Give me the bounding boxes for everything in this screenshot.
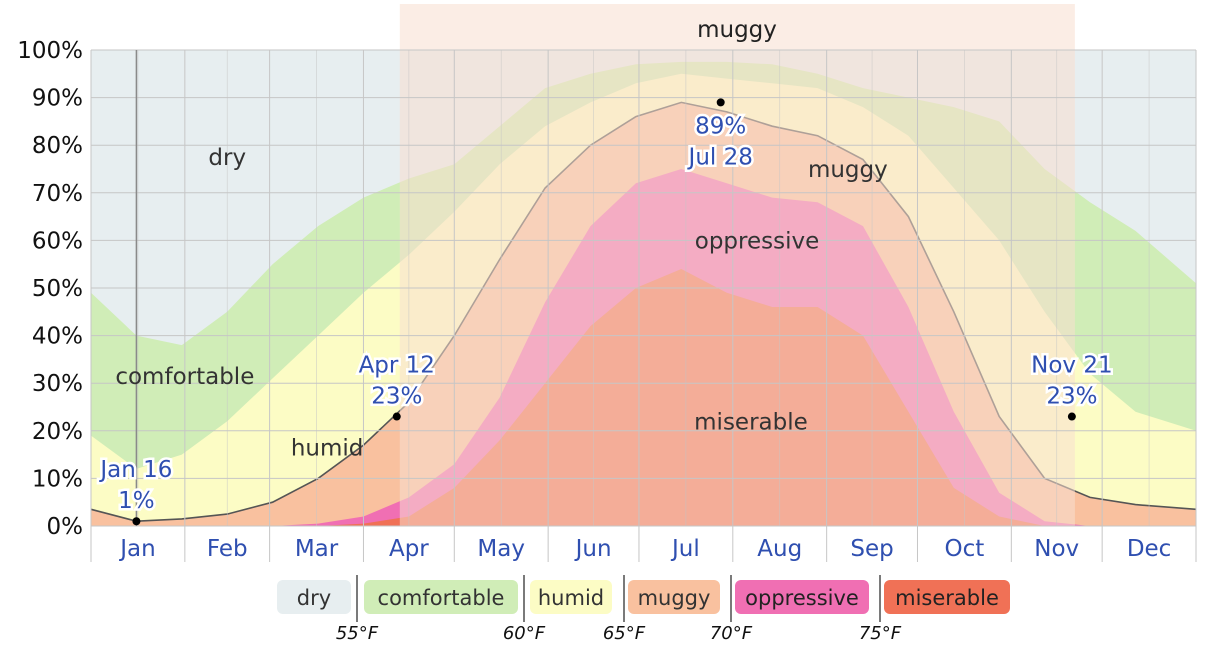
muggy-period-label: muggy — [697, 17, 777, 43]
legend: dry comfortable humid muggy oppressive misera… — [277, 575, 1010, 644]
zone-label-comfortable: comfortable — [115, 364, 254, 390]
annotation-point — [392, 412, 401, 421]
y-tick-label: 30% — [32, 371, 83, 397]
y-tick-label: 10% — [32, 466, 83, 492]
legend-swatch-miserable — [884, 580, 1010, 614]
legend-label-muggy: muggy — [638, 586, 711, 610]
muggy-period-rect — [399, 4, 1075, 526]
legend-threshold: 65°F — [603, 623, 646, 644]
month-label: Jun — [574, 536, 612, 562]
zone-labels: dry comfortable humid muggy oppressive misera… — [115, 145, 887, 461]
y-tick-label: 40% — [32, 324, 83, 350]
month-label: Apr — [389, 536, 429, 562]
x-axis: Jan Feb Mar Apr May Jun Jul Aug Sep Oct Nov Dec — [118, 536, 1171, 562]
legend-threshold: 70°F — [710, 623, 753, 644]
annotation-label: Jan 16 — [98, 457, 172, 483]
zone-label-dry: dry — [208, 145, 246, 171]
annotation-label: 1% — [118, 488, 155, 514]
annotation-point — [1067, 412, 1076, 421]
grid — [90, 49, 1197, 562]
annotation-point — [716, 98, 725, 107]
legend-swatch-humid — [530, 580, 612, 614]
legend-label-dry: dry — [297, 586, 331, 610]
month-label: Dec — [1127, 536, 1172, 562]
annotation-label: Apr 12 — [359, 353, 435, 379]
annotations: Jan 16 1% Apr 12 23% 89% Jul 28 Nov 21 23% — [96, 98, 1115, 526]
muggy-period-band: muggy — [399, 4, 1075, 526]
legend-label-humid: humid — [538, 586, 604, 610]
legend-swatch-oppressive — [735, 580, 869, 614]
y-tick-label: 60% — [32, 228, 83, 254]
legend-threshold: 55°F — [336, 623, 379, 644]
annotation-label: 89% — [695, 113, 746, 139]
legend-threshold: 60°F — [503, 623, 546, 644]
annotation-label: 23% — [371, 384, 422, 410]
zone-label-miserable: miserable — [694, 409, 808, 435]
y-tick-label: 100% — [17, 38, 83, 64]
month-label: Sep — [850, 536, 893, 562]
month-label: May — [477, 536, 525, 562]
legend-swatch-muggy — [628, 580, 720, 614]
legend-swatch-dry — [277, 580, 351, 614]
legend-label-comfortable: comfortable — [378, 586, 505, 610]
legend-label-oppressive: oppressive — [745, 586, 859, 610]
month-label: Feb — [207, 536, 248, 562]
month-label: Jan — [118, 536, 155, 562]
y-tick-label: 70% — [32, 181, 83, 207]
y-tick-label: 0% — [47, 514, 84, 540]
zone-label-humid: humid — [291, 435, 364, 461]
month-label: Aug — [757, 536, 802, 562]
month-label: Mar — [295, 536, 339, 562]
y-axis: 0% 10% 20% 30% 40% 50% 60% 70% 80% 90% 100% — [17, 38, 83, 540]
annotation-label: Nov 21 — [1031, 353, 1112, 379]
y-tick-label: 90% — [32, 86, 83, 112]
legend-label-miserable: miserable — [895, 586, 999, 610]
month-label: Oct — [945, 536, 985, 562]
y-tick-label: 20% — [32, 419, 83, 445]
legend-swatch-comfortable — [364, 580, 518, 614]
legend-threshold: 75°F — [859, 623, 902, 644]
annotation-label: 23% — [1046, 384, 1097, 410]
y-tick-label: 50% — [32, 276, 83, 302]
y-tick-label: 80% — [32, 133, 83, 159]
month-label: Jul — [670, 536, 700, 562]
zone-label-oppressive: oppressive — [695, 228, 820, 254]
annotation-label: Jul 28 — [687, 144, 753, 170]
month-label: Nov — [1034, 536, 1079, 562]
zone-label-muggy: muggy — [808, 157, 888, 183]
annotation-point — [132, 517, 141, 526]
